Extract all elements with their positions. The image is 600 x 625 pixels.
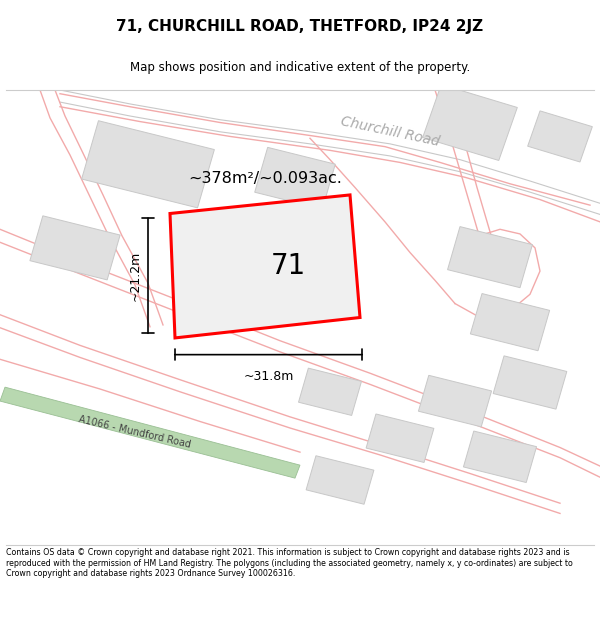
- Polygon shape: [255, 148, 335, 209]
- Polygon shape: [30, 216, 120, 280]
- Polygon shape: [463, 431, 536, 482]
- Text: ~31.8m: ~31.8m: [244, 369, 293, 382]
- Polygon shape: [306, 456, 374, 504]
- Polygon shape: [0, 387, 300, 478]
- Polygon shape: [422, 84, 517, 161]
- Polygon shape: [418, 376, 491, 427]
- Polygon shape: [170, 195, 360, 338]
- Text: ~21.2m: ~21.2m: [129, 251, 142, 301]
- Text: ~378m²/~0.093ac.: ~378m²/~0.093ac.: [188, 171, 342, 186]
- Polygon shape: [299, 368, 361, 416]
- Text: A1066 - Mundford Road: A1066 - Mundford Road: [78, 414, 192, 449]
- Text: Contains OS data © Crown copyright and database right 2021. This information is : Contains OS data © Crown copyright and d…: [6, 548, 573, 578]
- Text: Map shows position and indicative extent of the property.: Map shows position and indicative extent…: [130, 61, 470, 74]
- Text: 71: 71: [271, 252, 307, 280]
- Polygon shape: [527, 111, 592, 162]
- Polygon shape: [470, 294, 550, 351]
- Text: 71, CHURCHILL ROAD, THETFORD, IP24 2JZ: 71, CHURCHILL ROAD, THETFORD, IP24 2JZ: [116, 19, 484, 34]
- Polygon shape: [493, 356, 567, 409]
- Polygon shape: [448, 227, 532, 288]
- Polygon shape: [366, 414, 434, 462]
- Text: Churchill Road: Churchill Road: [339, 114, 441, 149]
- Polygon shape: [82, 121, 214, 208]
